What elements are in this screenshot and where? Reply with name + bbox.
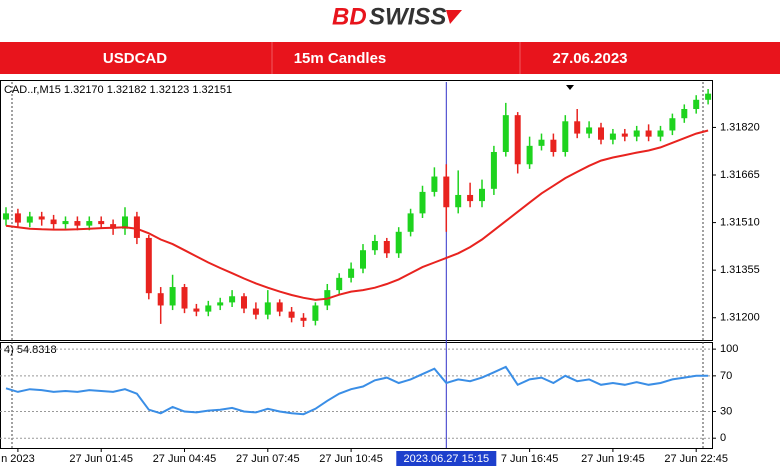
x-tick-label: 27 Jun 22:45	[664, 453, 728, 465]
candle-body	[336, 277, 343, 291]
x-tick-label: 27 Jun 10:45	[319, 453, 383, 465]
candle-body	[526, 145, 533, 165]
y-tick-label: 1.31200	[720, 312, 760, 324]
candle-body	[110, 224, 117, 229]
candle-body	[609, 133, 616, 140]
candle-body	[264, 302, 271, 315]
y-tick-label: 30	[720, 405, 732, 417]
candle-body	[419, 191, 426, 214]
candle-body	[288, 311, 295, 318]
candle-body	[407, 213, 414, 232]
chart-info: 4) 54.8318	[4, 344, 57, 356]
brand-suffix: SWISS	[369, 3, 446, 30]
candle-body	[157, 293, 164, 306]
candle-body	[455, 194, 462, 208]
candle-body	[252, 308, 259, 315]
candle-body	[229, 296, 236, 303]
brand-prefix: BD	[332, 3, 367, 30]
candle-body	[645, 130, 652, 137]
candle-body	[38, 216, 45, 220]
candle-body	[621, 133, 628, 137]
banner-symbol: USDCAD	[103, 50, 167, 67]
candle-body	[490, 151, 497, 189]
candle-body	[348, 268, 355, 278]
x-tick-label: n 2023	[1, 453, 35, 465]
candle-body	[550, 139, 557, 152]
banner-timeframe: 15m Candles	[294, 50, 387, 67]
candle-body	[538, 139, 545, 146]
y-tick-label: 1.31820	[720, 121, 760, 133]
candle-body	[276, 302, 283, 312]
candle-body	[598, 127, 604, 140]
candle-body	[312, 305, 319, 321]
brand-arrow	[446, 10, 462, 24]
candle-body	[431, 176, 438, 192]
candle-body	[3, 213, 9, 220]
candle-body	[383, 241, 390, 254]
candle-body	[669, 118, 676, 131]
y-tick-label: 100	[720, 343, 738, 355]
indicator-frame	[0, 342, 713, 449]
candle-body	[479, 188, 485, 202]
candle-body	[169, 287, 176, 306]
candle-body	[14, 213, 21, 223]
candle-body	[657, 130, 664, 137]
x-tick-label: 27 Jun 04:45	[153, 453, 217, 465]
candle-body	[681, 109, 688, 119]
candle-body	[86, 221, 93, 226]
candle-body	[514, 115, 521, 165]
candle-body	[502, 115, 509, 152]
candle-body	[300, 317, 307, 321]
candle-body	[181, 287, 188, 309]
y-tick-label: 70	[720, 370, 732, 382]
marker	[566, 85, 574, 90]
x-tick-label: 7 Jun 16:45	[501, 453, 559, 465]
chart-info: CAD..r,M15 1.32170 1.32182 1.32123 1.321…	[4, 84, 232, 96]
candle-body	[705, 93, 712, 100]
candle-body	[98, 221, 105, 225]
y-tick-label: 0	[720, 432, 726, 444]
crosshair-label-bg	[396, 451, 497, 466]
y-tick-label: 1.31355	[720, 264, 760, 276]
candle-body	[193, 308, 200, 312]
candle-body	[26, 216, 33, 223]
candle-body	[145, 237, 152, 294]
x-tick-label: 27 Jun 07:45	[236, 453, 300, 465]
candle-body	[467, 194, 474, 202]
plot: CAD..r,M15 1.32170 1.32182 1.32123 1.321…	[0, 82, 760, 466]
indicator-line	[5, 365, 709, 416]
candle-body	[133, 216, 140, 238]
candle-body	[360, 250, 366, 269]
candle-body	[241, 296, 247, 309]
candle-body	[217, 302, 224, 306]
y-tick-label: 1.31665	[720, 169, 760, 181]
x-tick-label: 2023.06.27 15:15	[403, 453, 489, 465]
banner-date: 27.06.2023	[552, 50, 627, 67]
candle-body	[574, 121, 581, 134]
moving-average	[5, 129, 709, 301]
candle-body	[50, 219, 57, 225]
x-tick-label: 27 Jun 01:45	[69, 453, 133, 465]
candle-body	[371, 241, 378, 251]
candle-body	[633, 130, 640, 137]
candle-body	[205, 305, 212, 312]
candle-body	[74, 221, 81, 226]
x-tick-label: 27 Jun 19:45	[581, 453, 645, 465]
banner	[0, 42, 780, 74]
candle-body	[443, 176, 450, 208]
y-tick-label: 1.31510	[720, 216, 760, 228]
candle-body	[586, 127, 593, 134]
candle-body	[395, 231, 402, 254]
candle-body	[562, 121, 569, 152]
candle-body	[122, 216, 128, 229]
candle-body	[62, 221, 69, 225]
price-frame	[0, 80, 713, 341]
candle-body	[693, 99, 700, 110]
